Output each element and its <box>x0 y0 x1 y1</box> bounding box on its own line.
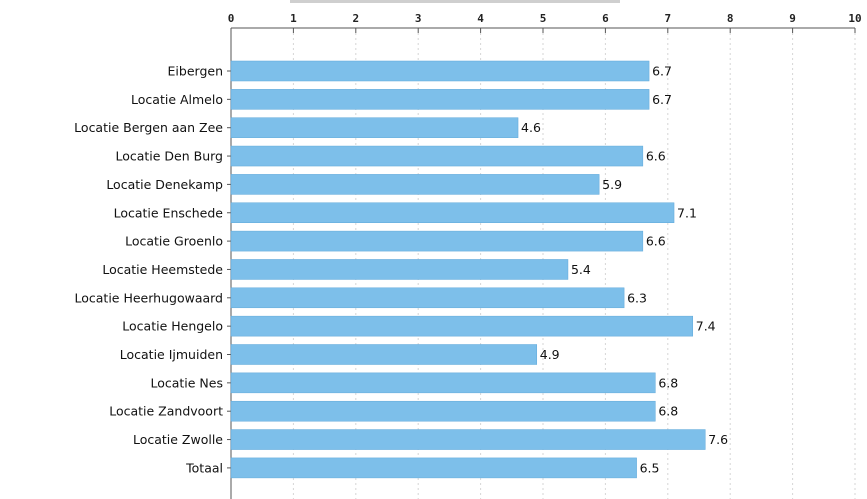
category-label: Locatie Heerhugowaard <box>75 290 224 305</box>
value-label: 7.1 <box>677 205 697 220</box>
bar <box>230 429 706 450</box>
x-tick-label: 0 <box>228 12 235 25</box>
x-tick-label: 1 <box>290 12 297 25</box>
category-label: Locatie Bergen aan Zee <box>74 120 223 135</box>
category-label: Locatie Den Burg <box>115 149 223 164</box>
value-label: 6.6 <box>646 149 666 164</box>
value-label: 6.8 <box>658 404 678 419</box>
cropped-title-fragment <box>290 0 620 3</box>
bar <box>230 259 569 280</box>
value-label: 4.6 <box>521 120 541 135</box>
category-label: Locatie Almelo <box>131 92 223 107</box>
labels: 0 1 2 3 4 5 6 7 8 9 10 Eibergen 6.7 Locatie Almelo 6.7… <box>74 12 861 475</box>
value-label: 5.4 <box>571 262 591 277</box>
x-tick-label: 2 <box>352 12 359 25</box>
x-tick-label: 3 <box>415 12 422 25</box>
value-label: 4.9 <box>540 347 560 362</box>
category-label: Totaal <box>185 460 223 475</box>
category-label: Locatie Heemstede <box>102 262 223 277</box>
x-tick-label: 6 <box>602 12 609 25</box>
x-tick-label: 5 <box>540 12 547 25</box>
bars <box>230 60 706 479</box>
category-label: Locatie Hengelo <box>122 319 223 334</box>
category-label: Locatie Denekamp <box>106 177 223 192</box>
value-label: 7.4 <box>696 319 716 334</box>
x-tick-label: 8 <box>727 12 734 25</box>
value-label: 6.7 <box>652 92 672 107</box>
bar <box>230 202 675 223</box>
bar <box>230 230 644 252</box>
bar <box>230 372 656 394</box>
value-label: 6.7 <box>652 64 672 79</box>
bar <box>230 60 650 82</box>
category-label: Locatie Nes <box>150 375 223 390</box>
bar <box>230 117 519 138</box>
bar <box>230 457 637 479</box>
value-label: 6.6 <box>646 234 666 249</box>
value-label: 6.3 <box>627 290 647 305</box>
bar <box>230 344 538 365</box>
value-label: 6.8 <box>658 375 678 390</box>
bar <box>230 89 650 110</box>
bar <box>230 174 600 195</box>
value-label: 6.5 <box>640 460 660 475</box>
category-label: Locatie Zwolle <box>133 432 223 447</box>
bar <box>230 315 694 337</box>
bar <box>230 400 656 422</box>
category-label: Locatie Enschede <box>114 205 224 220</box>
bar <box>230 287 625 309</box>
category-label: Locatie Groenlo <box>125 234 223 249</box>
x-tick-label: 7 <box>664 12 671 25</box>
category-label: Locatie Zandvoort <box>109 404 223 419</box>
x-tick-label: 4 <box>477 12 484 25</box>
category-label: Eibergen <box>168 64 223 79</box>
x-tick-label: 10 <box>848 12 861 25</box>
value-label: 7.6 <box>708 432 728 447</box>
category-label: Locatie Ijmuiden <box>120 347 223 362</box>
bar <box>230 145 644 167</box>
x-tick-label: 9 <box>789 12 796 25</box>
value-label: 5.9 <box>602 177 622 192</box>
